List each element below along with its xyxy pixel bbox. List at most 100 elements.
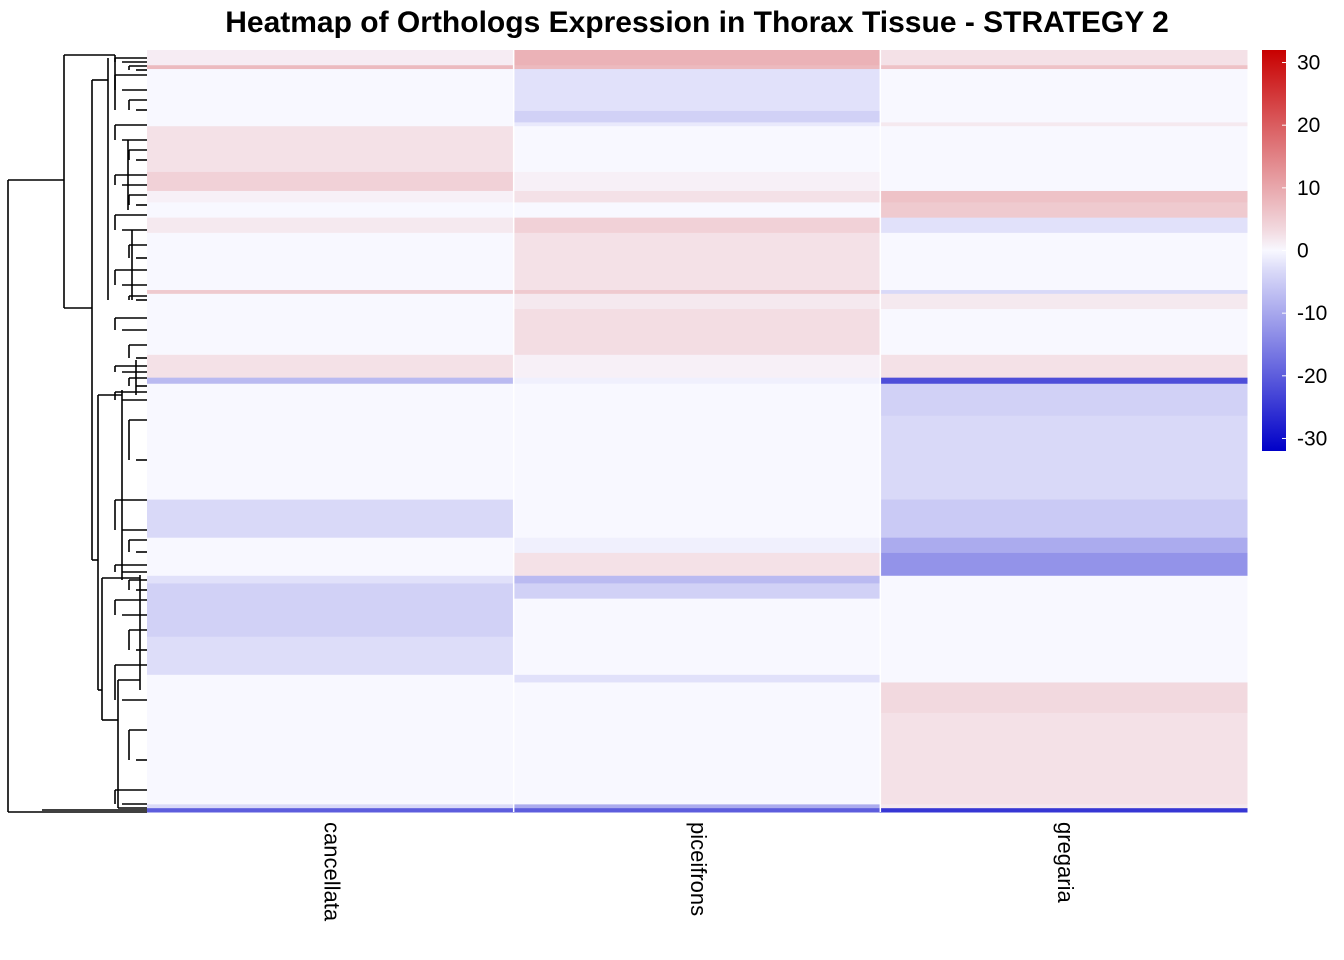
legend-tick-label: -20 (1297, 365, 1327, 388)
heatmap-cell-r23-c0 (147, 598, 515, 638)
heatmap-cell-r6-c1 (513, 171, 881, 192)
heatmap-cell-r16-c0 (147, 383, 515, 417)
row-dendrogram (7, 54, 147, 813)
heatmap-cell-r3-c0 (147, 110, 515, 123)
heatmap-cell-r9-c1 (513, 217, 881, 234)
heatmap-cell-r27-c1 (513, 712, 881, 805)
heatmap-cell-r26-c1 (513, 682, 881, 714)
heatmap-cell-r7-c2 (880, 190, 1248, 203)
heatmap-cell-r17-c1 (513, 415, 881, 501)
heatmap-cell-r20-c2 (880, 552, 1248, 577)
legend-tick-label: 10 (1297, 177, 1320, 200)
heatmap-cell-r14-c0 (147, 354, 515, 379)
heatmap-cell-r25-c1 (513, 674, 881, 683)
column-label-cancellata: cancellata (320, 822, 345, 922)
heatmap-cell-r10-c0 (147, 232, 515, 291)
heatmap-cell-r7-c1 (513, 190, 881, 203)
heatmap-cell-r18-c2 (880, 499, 1248, 539)
heatmap-cell-r16-c1 (513, 383, 881, 417)
heatmap-cell-r4-c0 (147, 122, 515, 127)
heatmap-cell-r2-c1 (513, 69, 881, 112)
heatmap-cell-r5-c2 (880, 126, 1248, 173)
heatmap-cell-r29-c1 (513, 808, 881, 813)
chart-title: Heatmap of Orthologs Expression in Thora… (225, 6, 1169, 39)
heatmap-cell-r15-c2 (880, 377, 1248, 385)
heatmap-cell-r9-c0 (147, 217, 515, 234)
heatmap-cell-r24-c0 (147, 636, 515, 676)
heatmap-cell-r0-c1 (513, 50, 881, 66)
heatmap-cell-r12-c0 (147, 293, 515, 310)
heatmap-cell-r7-c0 (147, 190, 515, 203)
legend-tick-label: -30 (1297, 427, 1327, 450)
legend-tick-label: 20 (1297, 114, 1320, 137)
heatmap-cell-r17-c2 (880, 415, 1248, 501)
heatmap-cell-r29-c0 (147, 808, 515, 813)
heatmap-cell-r16-c2 (880, 383, 1248, 417)
column-labels: cancellata piceifrons gregaria (320, 822, 1078, 922)
heatmap-cell-r11-c0 (147, 290, 515, 295)
heatmap-cell-r22-c1 (513, 583, 881, 600)
heatmap-cell-r1-c1 (513, 65, 881, 70)
heatmap-cell-r28-c2 (880, 804, 1248, 809)
heatmap-cell-r24-c2 (880, 636, 1248, 676)
heatmap-cell-r12-c2 (880, 293, 1248, 310)
heatmap-cell-r25-c0 (147, 674, 515, 683)
heatmap-cell-r19-c0 (147, 537, 515, 554)
heatmap-cell-r14-c1 (513, 354, 881, 379)
legend-tick-label: 0 (1297, 240, 1309, 263)
heatmap-cells (147, 50, 1248, 813)
color-legend: 30 20 10 0 -10 -20 -30 (1262, 50, 1327, 451)
heatmap-cell-r10-c2 (880, 232, 1248, 291)
legend-tick-label: 30 (1297, 52, 1320, 75)
heatmap-cell-r27-c2 (880, 712, 1248, 805)
heatmap-cell-r8-c0 (147, 202, 515, 219)
heatmap-cell-r1-c0 (147, 65, 515, 70)
heatmap-cell-r10-c1 (513, 232, 881, 291)
heatmap-cell-r24-c1 (513, 636, 881, 676)
heatmap-cell-r15-c0 (147, 377, 515, 385)
heatmap-cell-r21-c0 (147, 575, 515, 584)
heatmap-cell-r26-c0 (147, 682, 515, 714)
heatmap-cell-r18-c1 (513, 499, 881, 539)
heatmap-cell-r22-c2 (880, 583, 1248, 600)
heatmap-cell-r28-c1 (513, 804, 881, 809)
heatmap-cell-r0-c2 (880, 50, 1248, 66)
heatmap-cell-r20-c1 (513, 552, 881, 577)
heatmap-cell-r8-c2 (880, 202, 1248, 219)
heatmap-cell-r13-c1 (513, 309, 881, 356)
legend-tick-label: -10 (1297, 302, 1327, 325)
column-label-gregaria: gregaria (1053, 822, 1078, 903)
heatmap-cell-r19-c1 (513, 537, 881, 554)
heatmap-cell-r5-c0 (147, 126, 515, 173)
heatmap-cell-r28-c0 (147, 804, 515, 809)
heatmap-cell-r2-c2 (880, 69, 1248, 112)
heatmap-cell-r13-c0 (147, 309, 515, 356)
heatmap-cell-r27-c0 (147, 712, 515, 805)
heatmap-cell-r25-c2 (880, 674, 1248, 683)
heatmap-cell-r26-c2 (880, 682, 1248, 714)
heatmap-cell-r13-c2 (880, 309, 1248, 356)
heatmap-cell-r0-c0 (147, 50, 515, 66)
heatmap-cell-r14-c2 (880, 354, 1248, 379)
heatmap-cell-r11-c2 (880, 290, 1248, 295)
heatmap-cell-r6-c0 (147, 171, 515, 192)
column-label-piceifrons: piceifrons (686, 822, 711, 916)
heatmap-cell-r15-c1 (513, 377, 881, 385)
heatmap-cell-r21-c2 (880, 575, 1248, 584)
heatmap-cell-r2-c0 (147, 69, 515, 112)
heatmap-cell-r21-c1 (513, 575, 881, 584)
heatmap-cell-r9-c2 (880, 217, 1248, 234)
heatmap-cell-r18-c0 (147, 499, 515, 539)
heatmap-cell-r17-c0 (147, 415, 515, 501)
heatmap-cell-r4-c1 (513, 122, 881, 127)
heatmap-cell-r11-c1 (513, 290, 881, 295)
heatmap-cell-r29-c2 (880, 808, 1248, 813)
heatmap-cell-r20-c0 (147, 552, 515, 577)
heatmap-cell-r4-c2 (880, 122, 1248, 127)
heatmap-cell-r8-c1 (513, 202, 881, 219)
heatmap-cell-r3-c1 (513, 110, 881, 123)
heatmap-cell-r5-c1 (513, 126, 881, 173)
heatmap-cell-r19-c2 (880, 537, 1248, 554)
heatmap-cell-r22-c0 (147, 583, 515, 600)
